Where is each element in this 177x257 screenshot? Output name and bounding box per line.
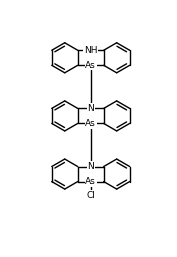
Text: As: As [85, 61, 96, 70]
Text: Cl: Cl [86, 191, 95, 200]
Text: NH: NH [84, 46, 98, 55]
Text: As: As [85, 119, 96, 128]
Text: N: N [87, 162, 94, 171]
Text: As: As [85, 177, 96, 186]
Text: N: N [87, 104, 94, 113]
